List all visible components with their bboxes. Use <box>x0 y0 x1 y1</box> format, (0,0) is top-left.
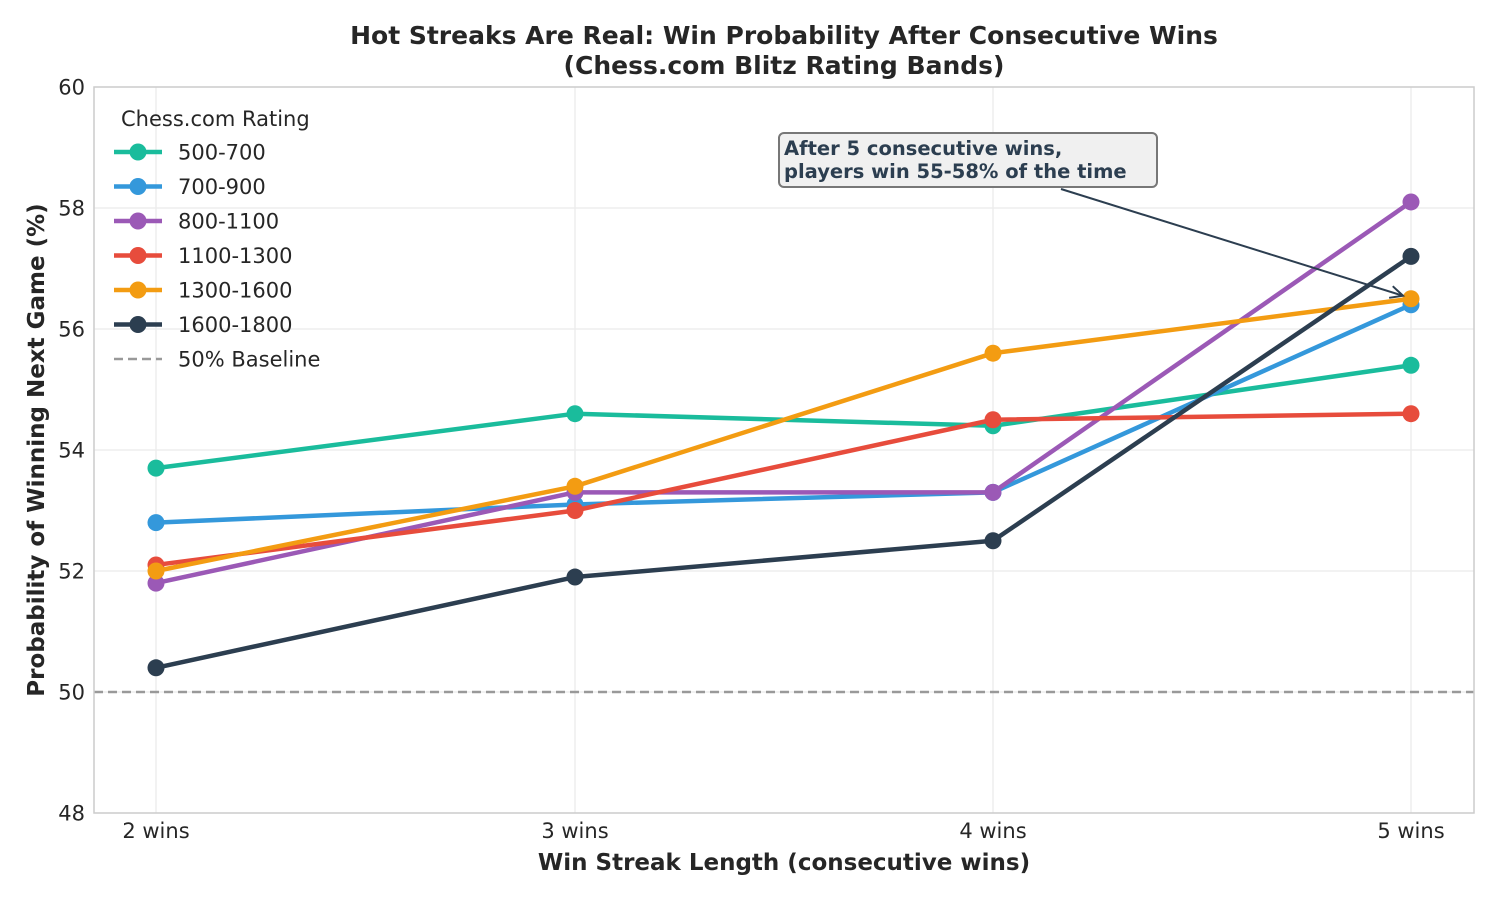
data-point <box>566 502 584 519</box>
data-point <box>1402 290 1420 308</box>
annotation-box <box>778 132 1158 188</box>
legend-title: Chess.com Rating <box>121 107 310 131</box>
chart-title: Hot Streaks Are Real: Win Probability Af… <box>350 21 1218 50</box>
data-point <box>984 344 1002 362</box>
data-point <box>1402 405 1420 423</box>
legend-label: 1100-1300 <box>178 244 292 268</box>
legend-item: 1100-1300 <box>114 244 292 268</box>
series-line <box>153 411 1414 568</box>
data-point <box>147 514 165 532</box>
y-tick-label: 58 <box>58 197 85 221</box>
legend-label: 1300-1600 <box>178 279 292 303</box>
y-tick-label: 56 <box>58 318 85 342</box>
y-tick-label: 50 <box>58 681 85 705</box>
data-point <box>1402 356 1420 374</box>
legend-swatch-marker <box>129 143 147 161</box>
legend-items: 500-700 700-900 800-1100 1100-1300 1300-1600… <box>114 141 320 372</box>
x-tick-label: 2 wins <box>122 819 189 843</box>
annotation-line-1: After 5 consecutive wins, <box>784 137 1062 160</box>
data-point <box>984 483 1002 501</box>
y-axis-label: Probability of Winning Next Game (%) <box>24 203 50 696</box>
data-point <box>1402 193 1420 211</box>
plot-frame <box>93 86 1475 814</box>
y-tick-label: 48 <box>58 802 85 826</box>
series-1600-1800 <box>147 247 1420 677</box>
legend-label: 50% Baseline <box>178 348 320 372</box>
legend-label: 1600-1800 <box>178 313 292 337</box>
data-point <box>566 568 584 586</box>
legend-item: 1300-1600 <box>114 279 292 303</box>
data-point <box>566 405 584 423</box>
annotation-arrow <box>1060 188 1404 297</box>
series-line <box>153 254 1414 671</box>
legend-item: 1600-1800 <box>114 313 292 337</box>
legend-swatch-marker <box>129 281 147 299</box>
legend-item: 500-700 <box>114 141 266 165</box>
data-point <box>984 532 1002 550</box>
legend-label: 800-1100 <box>178 210 279 234</box>
annotation-arrowhead <box>1389 285 1406 299</box>
x-tick-label: 5 wins <box>1377 819 1444 843</box>
legend: Chess.com Rating 500-700 700-900 800-1100 1… <box>114 107 320 372</box>
chart-subtitle: (Chess.com Blitz Rating Bands) <box>564 51 1005 80</box>
legend-label: 700-900 <box>178 175 266 199</box>
y-tick-label: 60 <box>58 76 85 100</box>
data-point <box>147 574 165 592</box>
data-point <box>566 477 584 495</box>
legend-label: 500-700 <box>178 141 266 165</box>
data-point <box>147 659 165 677</box>
legend-item: 700-900 <box>114 175 266 199</box>
x-axis-label: Win Streak Length (consecutive wins) <box>538 850 1030 876</box>
series-1300-1600 <box>147 290 1420 580</box>
y-tick-label: 54 <box>58 439 85 463</box>
y-axis-ticks: 48 50 52 54 56 58 60 <box>58 76 85 826</box>
data-point <box>1402 247 1420 265</box>
x-axis-ticks: 2 wins 3 wins 4 wins 5 wins <box>122 819 1444 843</box>
legend-item-baseline: 50% Baseline <box>114 348 320 372</box>
annotation-line-2: players win 55-58% of the time <box>784 160 1127 183</box>
series-layer <box>147 193 1420 677</box>
legend-item: 800-1100 <box>114 210 279 234</box>
legend-swatch-marker <box>129 316 147 333</box>
legend-swatch-marker <box>129 178 147 195</box>
legend-swatch-marker <box>129 247 147 264</box>
x-tick-label: 3 wins <box>541 819 608 843</box>
data-point <box>147 562 165 580</box>
series-line <box>153 296 1414 574</box>
x-tick-label: 4 wins <box>959 819 1026 843</box>
data-point <box>984 411 1002 429</box>
y-tick-label: 52 <box>58 560 85 584</box>
annotation: After 5 consecutive wins, players win 55… <box>778 132 1406 299</box>
legend-swatch-marker <box>129 212 147 230</box>
data-point <box>147 459 165 477</box>
